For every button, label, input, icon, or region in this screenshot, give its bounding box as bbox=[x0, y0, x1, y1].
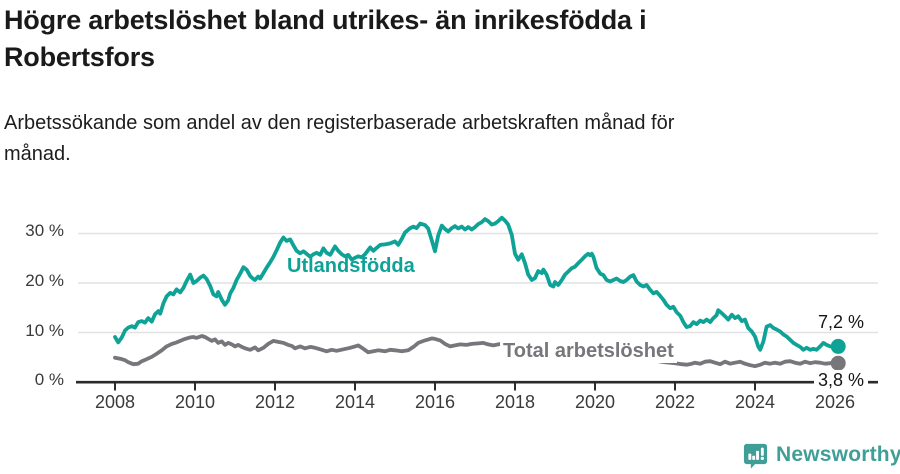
series-label-total-arbetsloshet: Total arbetslöshet bbox=[500, 340, 677, 363]
x-axis-label-2014: 2014 bbox=[334, 392, 376, 412]
page-title: Högre arbetslöshet bland utrikes- än inr… bbox=[4, 5, 647, 72]
endpoint-dot-total bbox=[830, 355, 846, 371]
y-axis-label-20: 20 % bbox=[25, 271, 64, 290]
bar-icon-2 bbox=[752, 455, 756, 460]
line-utlandsfodda bbox=[113, 215, 841, 352]
gridlines bbox=[78, 232, 878, 334]
line-total-arbetsloshet bbox=[113, 334, 841, 369]
x-axis-label-2018: 2018 bbox=[494, 392, 536, 412]
end-value-label-utlandsfodda: 7,2 % bbox=[817, 312, 864, 332]
x-axis-label-2020: 2020 bbox=[574, 392, 616, 412]
x-axis-label-2024: 2024 bbox=[734, 392, 776, 412]
y-axis-label-10: 10 % bbox=[25, 321, 64, 340]
end-value-label-total: 3,8 % bbox=[814, 370, 869, 391]
exclamation-dot bbox=[760, 456, 764, 460]
speech-bubble-shape bbox=[743, 443, 768, 469]
x-axis-label-2016: 2016 bbox=[414, 392, 456, 412]
x-axis-label-2022: 2022 bbox=[654, 392, 696, 412]
brand-name: Newsworthy bbox=[776, 443, 900, 466]
y-axis-label-30: 30 % bbox=[25, 221, 64, 240]
newsworthy-brand-link[interactable]: Newsworthy bbox=[742, 440, 900, 470]
x-axis-ticks bbox=[114, 383, 836, 391]
bar-icon-3 bbox=[756, 450, 759, 460]
y-axis-label-0: 0 % bbox=[34, 370, 64, 389]
exclamation-bar bbox=[760, 447, 764, 456]
endpoint-dot-utlandsfodda bbox=[830, 338, 846, 354]
x-axis-label-2008: 2008 bbox=[94, 392, 136, 412]
series-label-utlandsfodda: Utlandsfödda bbox=[287, 255, 415, 277]
chart-subtitle: Arbetssökande som andel av den registerb… bbox=[4, 112, 675, 165]
x-axis-label-2026: 2026 bbox=[814, 392, 856, 412]
x-axis-label-2012: 2012 bbox=[254, 392, 296, 412]
x-axis-label-2010: 2010 bbox=[174, 392, 216, 412]
newsworthy-logo-icon bbox=[743, 443, 768, 469]
bar-icon-1 bbox=[748, 453, 752, 460]
